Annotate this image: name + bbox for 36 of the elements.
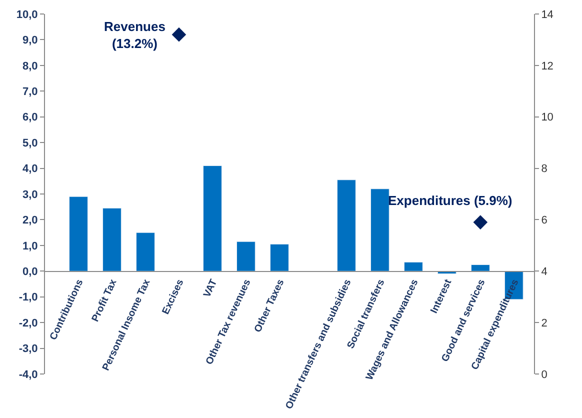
- y-tick-label: 5,0: [22, 137, 38, 150]
- y-tick-label: 2,0: [22, 214, 38, 227]
- x-tick-label: Profit Tax: [90, 277, 120, 324]
- y-tick-label: -4,0: [18, 368, 38, 381]
- y2-tick-label: 2: [541, 317, 548, 330]
- y-tick-label: 6,0: [22, 112, 38, 124]
- bar: [102, 208, 122, 272]
- bar: [270, 244, 289, 272]
- y2-tick-label: 10: [541, 112, 554, 124]
- y-tick-label: 0,0: [22, 266, 38, 278]
- y2-tick-label: 14: [541, 8, 554, 21]
- y-tick-label: 10,0: [16, 8, 38, 21]
- y-tick-label: 4,0: [22, 163, 38, 176]
- y2-tick-label: 8: [541, 163, 548, 176]
- y-tick-label: -1,0: [18, 292, 38, 304]
- bar: [370, 188, 390, 272]
- x-tick-label: VAT: [202, 278, 220, 300]
- y-tick-label: 8,0: [22, 60, 38, 72]
- y2-tick-label: 6: [541, 214, 548, 227]
- bar: [136, 232, 155, 272]
- bar: [336, 180, 356, 272]
- y2-tick-label: 12: [541, 60, 554, 72]
- bar: [236, 241, 256, 272]
- y-tick-label: 3,0: [22, 188, 38, 201]
- y-tick-label: 1,0: [22, 240, 38, 252]
- y-tick-label: 7,0: [22, 86, 38, 98]
- y-tick-label: -2,0: [18, 317, 38, 330]
- y2-tick-label: 4: [541, 266, 548, 278]
- y-tick-label: -3,0: [18, 343, 38, 356]
- bar: [470, 264, 490, 272]
- y2-tick-label: 0: [541, 368, 548, 381]
- series-label: Revenues (13.2%): [104, 19, 166, 51]
- bar: [404, 262, 423, 272]
- y-tick-label: 9,0: [22, 34, 38, 47]
- bar: [203, 165, 222, 272]
- bar: [69, 196, 88, 272]
